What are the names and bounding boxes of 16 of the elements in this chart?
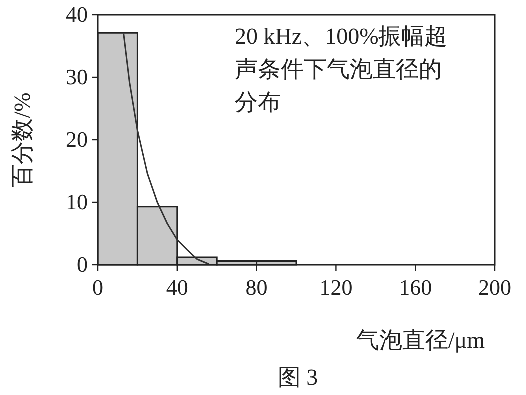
line-series [123, 33, 210, 266]
x-tick-label: 40 [166, 275, 188, 300]
x-tick-label: 80 [246, 275, 268, 300]
x-axis-title: 气泡直径/μm [356, 328, 486, 353]
x-tick-label: 200 [478, 275, 512, 300]
x-tick-label: 160 [399, 275, 432, 300]
x-tick-label: 0 [92, 275, 104, 300]
caption: 图 3 [278, 365, 318, 390]
y-tick-label: 40 [66, 2, 88, 27]
y-tick-label: 20 [66, 127, 88, 152]
y-tick-label: 30 [66, 64, 88, 90]
x-tick-label: 120 [320, 275, 353, 300]
y-tick-label: 10 [66, 190, 88, 214]
y-tick-label: 0 [77, 252, 88, 277]
y-axis-title: 百分数/% [10, 92, 35, 188]
annotation: 20 kHz、100%振幅超声条件下气泡直径的分布 [235, 23, 449, 117]
